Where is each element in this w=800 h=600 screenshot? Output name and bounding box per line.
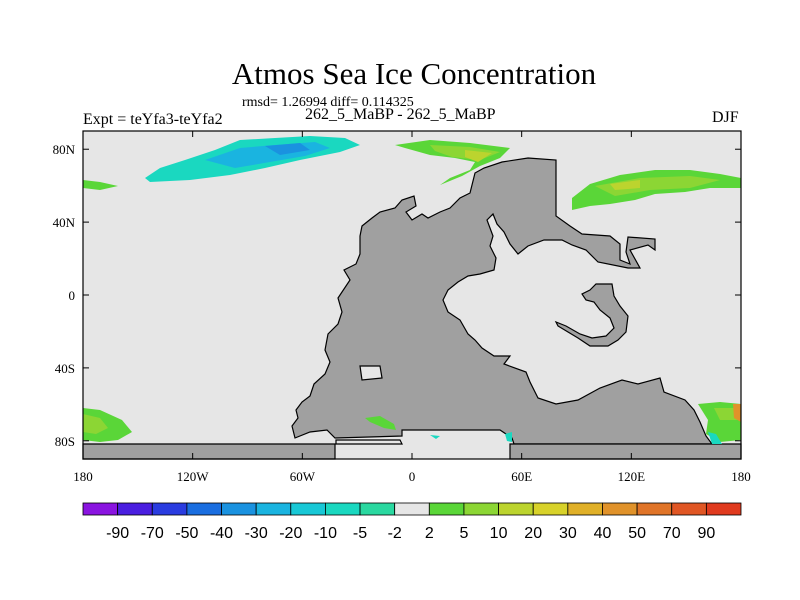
y-tick-label: 0 bbox=[69, 288, 76, 303]
colorbar-swatch bbox=[532, 502, 569, 516]
colorbar-swatch bbox=[82, 502, 119, 516]
colorbar-swatch bbox=[567, 502, 603, 516]
colorbar-swatch bbox=[151, 502, 188, 516]
colorbar-swatch bbox=[602, 502, 638, 516]
colorbar-label: 30 bbox=[559, 525, 577, 542]
chart-title: Atmos Sea Ice Concentration bbox=[231, 56, 597, 91]
colorbar-swatch bbox=[428, 502, 465, 516]
colorbar-label: 10 bbox=[490, 525, 508, 542]
colorbar-swatch bbox=[221, 502, 257, 516]
x-tick-label: 180 bbox=[73, 469, 93, 484]
south-mid-patch bbox=[365, 416, 396, 430]
experiment-label: Expt = teYfa3-teYfa2 bbox=[83, 111, 223, 128]
colorbar-swatch bbox=[705, 502, 742, 516]
x-tick-label: 120W bbox=[177, 469, 210, 484]
tethys-island bbox=[554, 283, 629, 347]
axes: 180 120W 60W 0 60E 120E 180 80N 40N 0 40S 80S bbox=[53, 131, 751, 484]
colorbar-swatch bbox=[325, 502, 361, 516]
southeast-peak bbox=[733, 404, 741, 422]
inland-sea-2 bbox=[335, 439, 403, 445]
colorbar-swatch bbox=[636, 502, 673, 516]
colorbar-label: -30 bbox=[245, 525, 268, 542]
colorbar-label: 5 bbox=[459, 525, 468, 542]
colorbar-label: -40 bbox=[210, 525, 233, 542]
west-edge-patch bbox=[83, 180, 118, 190]
inland-sea-1 bbox=[359, 365, 383, 381]
north-pangaea-peak bbox=[465, 150, 492, 162]
y-tick-label: 80S bbox=[55, 434, 75, 449]
x-tick-label: 180 bbox=[731, 469, 751, 484]
colorbar-label: -70 bbox=[141, 525, 164, 542]
colorbar-swatch bbox=[463, 502, 499, 516]
colorbar-swatch bbox=[359, 502, 396, 516]
colorbar-label: 2 bbox=[425, 525, 434, 542]
colorbar-label: -50 bbox=[175, 525, 198, 542]
x-tick-label: 120E bbox=[618, 469, 646, 484]
colorbar-label: -5 bbox=[353, 525, 367, 542]
colorbar-label: -90 bbox=[106, 525, 129, 542]
colorbar-swatch bbox=[186, 502, 222, 516]
colorbar-swatch bbox=[498, 502, 534, 516]
colorbar-label: 90 bbox=[697, 525, 715, 542]
inland-seas bbox=[335, 365, 403, 445]
colorbar-label: 70 bbox=[663, 525, 681, 542]
colorbar-swatch bbox=[255, 502, 292, 516]
east-arctic-core bbox=[595, 176, 720, 196]
season-label: DJF bbox=[712, 109, 739, 126]
southwest-core bbox=[83, 414, 108, 434]
stats-label: rmsd= 1.26994 diff= 0.114325 bbox=[242, 95, 414, 110]
x-tick-label: 0 bbox=[409, 469, 416, 484]
south-east-patch bbox=[505, 432, 512, 442]
land-masses bbox=[82, 157, 742, 460]
y-tick-label: 40N bbox=[53, 215, 76, 230]
colorbar-swatch bbox=[290, 502, 326, 516]
east-arctic-peak bbox=[610, 180, 640, 190]
ice-patches bbox=[83, 136, 741, 444]
period-label: 262_5_MaBP - 262_5_MaBP bbox=[305, 106, 496, 123]
x-tick-label: 60E bbox=[511, 469, 532, 484]
colorbar-label: 20 bbox=[524, 525, 542, 542]
southeast-negative bbox=[708, 432, 722, 444]
y-tick-label: 40S bbox=[55, 361, 75, 376]
x-tick-label: 60W bbox=[290, 469, 316, 484]
colorbar-label: -2 bbox=[388, 525, 402, 542]
colorbar-swatch bbox=[671, 502, 707, 516]
arctic-negative-center bbox=[265, 143, 310, 155]
colorbar-label: 50 bbox=[628, 525, 646, 542]
colorbar-swatch bbox=[394, 502, 430, 516]
y-tick-label: 80N bbox=[53, 142, 76, 157]
colorbar-swatch bbox=[117, 502, 153, 516]
colorbar-label: -10 bbox=[314, 525, 337, 542]
pangaea-main bbox=[291, 157, 714, 445]
colorbar: -90 -70 -50 -40 -30 -20 -10 -5 -2 2 5 10 20 30 40 50 70 9… bbox=[82, 502, 742, 542]
south-small-patch bbox=[430, 435, 440, 439]
colorbar-label: 40 bbox=[594, 525, 612, 542]
colorbar-label: -20 bbox=[279, 525, 302, 542]
